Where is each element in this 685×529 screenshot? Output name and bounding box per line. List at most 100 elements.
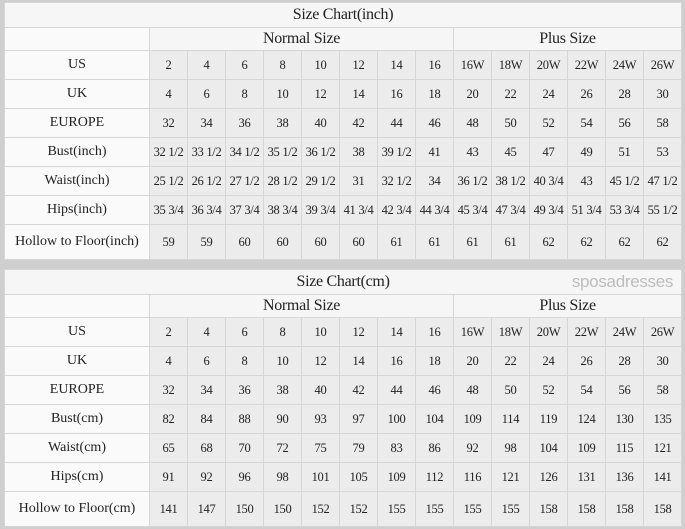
size-cell: 24W [605, 317, 644, 347]
size-cell: 14 [339, 346, 378, 376]
size-cell: 155 [491, 491, 530, 527]
size-cell: 61 [491, 224, 530, 260]
size-cell: 16 [415, 317, 454, 347]
row-label: UK [4, 79, 150, 109]
size-cell: 46 [415, 375, 454, 405]
size-cell: 41 [415, 137, 454, 167]
size-cell: 20 [453, 79, 492, 109]
size-cell: 155 [415, 491, 454, 527]
size-cell: 61 [453, 224, 492, 260]
size-cell: 10 [301, 50, 340, 80]
size-cell: 16W [453, 50, 492, 80]
size-cell: 42 [339, 108, 378, 138]
size-cell: 24W [605, 50, 644, 80]
size-cell: 32 1/2 [149, 137, 188, 167]
size-cell: 47 1/2 [642, 166, 683, 196]
size-cell: 45 1/2 [605, 166, 644, 196]
table-row: Waist(cm) 65 68 70 72 75 79 83 86 92 98 104 109 115 12… [4, 433, 683, 463]
size-cell: 26W [642, 50, 683, 80]
size-cell: 35 1/2 [263, 137, 302, 167]
size-cell: 45 [491, 137, 530, 167]
size-cell: 36 3/4 [187, 195, 226, 225]
size-cell: 90 [263, 404, 302, 434]
size-cell: 84 [187, 404, 226, 434]
row-label: Bust(inch) [4, 137, 150, 167]
size-cell: 38 3/4 [263, 195, 302, 225]
size-cell: 45 3/4 [453, 195, 492, 225]
size-cell: 96 [225, 462, 264, 492]
size-cell: 49 3/4 [529, 195, 568, 225]
size-cell: 6 [225, 317, 264, 347]
size-cell: 14 [377, 317, 416, 347]
group-header-normal: Normal Size [149, 27, 454, 51]
size-cell: 62 [605, 224, 644, 260]
size-cell: 6 [187, 346, 226, 376]
size-cell: 109 [453, 404, 492, 434]
size-cell: 36 [225, 108, 264, 138]
size-cell: 30 [642, 346, 683, 376]
watermark: sposadresses [571, 272, 674, 291]
size-cell: 72 [263, 433, 302, 463]
size-cell: 79 [339, 433, 378, 463]
size-cell: 105 [339, 462, 378, 492]
row-label: EUROPE [4, 108, 150, 138]
size-cell: 50 [491, 108, 530, 138]
row-label: Bust(cm) [4, 404, 150, 434]
size-cell: 115 [605, 433, 644, 463]
size-cell: 8 [225, 79, 264, 109]
size-cell: 61 [415, 224, 454, 260]
size-cell: 114 [491, 404, 530, 434]
size-cell: 112 [415, 462, 454, 492]
table-row: EUROPE 32 34 36 38 40 42 44 46 48 50 52 54 56 58 [4, 375, 683, 405]
size-cell: 65 [149, 433, 188, 463]
size-cell: 56 [605, 375, 644, 405]
size-cell: 10 [263, 79, 302, 109]
group-header-plus: Plus Size [452, 294, 683, 318]
size-cell: 32 [149, 108, 188, 138]
size-cell: 51 [605, 137, 644, 167]
size-cell: 18W [491, 317, 530, 347]
size-cell: 150 [225, 491, 264, 527]
size-cell: 32 1/2 [377, 166, 416, 196]
size-cell: 20 [453, 346, 492, 376]
size-cell: 40 [301, 108, 340, 138]
size-cell: 155 [377, 491, 416, 527]
size-cell: 158 [567, 491, 606, 527]
size-cell: 38 1/2 [491, 166, 530, 196]
size-cell: 30 [642, 79, 683, 109]
size-chart-inch: Size Chart(inch) Normal Size Plus Size US 2 4… [3, 2, 683, 260]
size-cell: 34 [187, 108, 226, 138]
chart-title-cell: Size Chart(cm) sposadresses [3, 269, 683, 295]
size-cell: 109 [567, 433, 606, 463]
size-cell: 121 [491, 462, 530, 492]
size-cell: 25 1/2 [149, 166, 188, 196]
table-row: Hollow to Floor(cm) 141 147 150 150 152 152 155… [4, 491, 683, 527]
size-cell: 22W [567, 50, 606, 80]
size-cell: 131 [567, 462, 606, 492]
size-cell: 43 [453, 137, 492, 167]
row-label: Waist(inch) [4, 166, 150, 196]
size-cell: 44 3/4 [415, 195, 454, 225]
size-cell: 93 [301, 404, 340, 434]
size-cell: 75 [301, 433, 340, 463]
size-cell: 35 3/4 [149, 195, 188, 225]
size-cell: 36 1/2 [301, 137, 340, 167]
row-label: Waist(cm) [4, 433, 150, 463]
table-row: Hips(inch) 35 3/4 36 3/4 37 3/4 38 3/4 39 3/4… [4, 195, 683, 225]
size-chart-cm: Size Chart(cm) sposadresses Normal Size Plu… [3, 269, 683, 527]
table-row: Bust(inch) 32 1/2 33 1/2 34 1/2 35 1/2 36 1/2… [4, 137, 683, 167]
size-cell: 34 [187, 375, 226, 405]
size-cell: 158 [642, 491, 683, 527]
size-cell: 12 [339, 317, 378, 347]
size-cell: 53 3/4 [605, 195, 644, 225]
size-cell: 83 [377, 433, 416, 463]
table-row: Hips(cm) 91 92 96 98 101 105 109 112 116 121 126 131… [4, 462, 683, 492]
size-cell: 4 [149, 346, 188, 376]
size-cell: 60 [301, 224, 340, 260]
size-cell: 12 [301, 79, 340, 109]
size-cell: 56 [605, 108, 644, 138]
size-cell: 6 [225, 50, 264, 80]
size-cell: 86 [415, 433, 454, 463]
size-cell: 70 [225, 433, 264, 463]
size-cell: 121 [642, 433, 683, 463]
